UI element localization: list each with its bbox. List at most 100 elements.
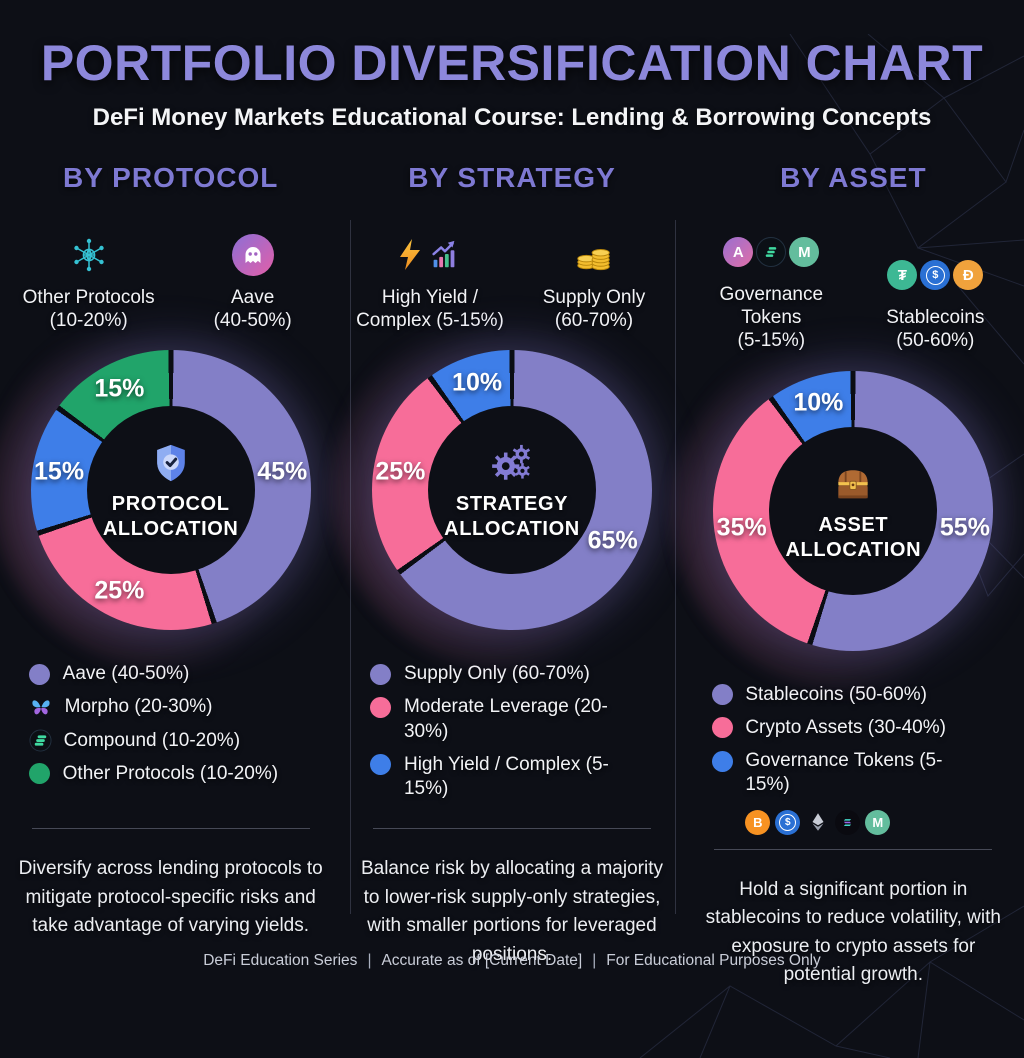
usdc-token-icon: $: [775, 809, 801, 835]
dai-token-icon: Đ: [953, 260, 984, 291]
donut-center-title: ASSET: [818, 513, 889, 536]
protocol-donut-zone: PROTOCOL ALLOCATION 45% 25% 15% 15%: [0, 310, 351, 670]
page-subtitle: DeFi Money Markets Educational Course: L…: [92, 104, 932, 131]
slice-percent-label: 15%: [94, 374, 145, 403]
section-divider: [714, 848, 993, 850]
callout-supply-only: Supply Only (60-70%): [514, 231, 674, 332]
legend-dot: [370, 663, 392, 685]
callout-aave: Aave (40-50%): [173, 231, 333, 332]
slice-percent-label: 25%: [94, 576, 145, 605]
footer-series: DeFi Education Series: [203, 951, 358, 969]
legend-dot: [29, 663, 51, 685]
callout-label: Aave (40-50%): [213, 286, 292, 331]
legend-dot: [711, 717, 733, 739]
callout-label: Other Protocols (10-20%): [22, 286, 155, 331]
footer-purpose: For Educational Purposes Only: [606, 951, 821, 969]
donut-center-title: ALLOCATION: [785, 538, 922, 561]
slice-percent-label: 25%: [375, 457, 426, 486]
governance-token-icons: A M: [723, 228, 820, 276]
callout-row: Other Protocols (10-20%): [9, 228, 333, 332]
shield-check-icon: [156, 444, 185, 482]
asset-legend: Stablecoins (50-60%) Crypto Assets (30-4…: [711, 683, 995, 835]
stablecoin-icons: ₮ $ Đ: [887, 251, 984, 299]
donut-center-title: STRATEGY: [455, 493, 569, 515]
column-heading: BY STRATEGY: [408, 162, 616, 193]
maker-token-icon: M: [789, 237, 820, 267]
legend-item: Supply Only (60-70%): [370, 662, 654, 686]
donut-center-title: ALLOCATION: [444, 518, 580, 540]
strategy-donut-zone: STRATEGY ALLOCATION 65% 25% 10%: [331, 310, 692, 670]
column-heading: BY ASSET: [780, 162, 927, 193]
strategy-description: Balance risk by allocating a majority to…: [360, 858, 663, 965]
slice-percent-label: 10%: [793, 388, 844, 417]
slice-percent-label: 65%: [587, 526, 638, 555]
lightning-and-chart-icon: [397, 231, 462, 279]
asset-donut-center: ASSET ALLOCATION: [769, 426, 938, 595]
coin-stack-icon: [577, 248, 610, 270]
morpho-butterfly-icon: [32, 700, 50, 715]
legend-dot: [29, 763, 51, 785]
callout-label: Stablecoins (50-60%): [886, 307, 985, 352]
legend-item: Governance Tokens (5-15%): [711, 749, 995, 798]
legend-dot: [711, 684, 733, 706]
donut-center-title: PROTOCOL: [111, 493, 230, 515]
legend-item: High Yield / Complex (5-15%): [370, 753, 654, 802]
callout-label: Supply Only (60-70%): [542, 286, 646, 331]
footer-date: Accurate as of [Current Date]: [381, 951, 583, 969]
column-divider-2: [675, 220, 676, 914]
lightning-icon: [400, 238, 421, 270]
callout-other-protocols: Other Protocols (10-20%): [9, 231, 169, 332]
protocol-description: Diversify across lending protocols to mi…: [18, 858, 323, 936]
tether-token-icon: ₮: [887, 260, 918, 291]
footer: DeFi Education Series | Accurate as of [Cu…: [203, 951, 821, 969]
callout-label: High Yield / Complex (5-15%): [356, 286, 504, 331]
bitcoin-token-icon: B: [745, 809, 771, 835]
legend-dot: [370, 696, 392, 718]
compound-icon: [29, 729, 52, 752]
column-heading: BY PROTOCOL: [63, 162, 279, 193]
legend-item: Compound (10-20%): [29, 729, 313, 753]
section-divider: [31, 828, 310, 829]
column-by-protocol: BY PROTOCOL: [0, 162, 351, 990]
donut-center-title: ALLOCATION: [102, 518, 239, 540]
asset-donut-zone: ASSET ALLOCATION 55% 35% 10%: [673, 330, 1024, 691]
column-by-asset: BY ASSET A M: [673, 162, 1024, 990]
callout-governance-tokens: A M Governance Tokens (5-15%): [691, 228, 851, 353]
callout-label: Governance Tokens (5-15%): [719, 284, 824, 352]
column-divider-1: [350, 220, 351, 914]
columns-container: BY PROTOCOL: [0, 162, 1024, 990]
asset-description: Hold a significant portion in stablecoin…: [705, 878, 1001, 986]
solana-token-icon: [835, 809, 861, 835]
section-divider: [372, 828, 651, 829]
page-title: PORTFOLIO DIVERSIFICATION CHART: [40, 35, 984, 91]
chart-up-icon: [432, 240, 455, 267]
slice-percent-label: 45%: [257, 457, 308, 486]
network-icon: [73, 238, 104, 271]
callout-row: High Yield / Complex (5-15%): [350, 228, 674, 332]
legend-item: Aave (40-50%): [29, 662, 313, 686]
legend-item: Stablecoins (50-60%): [711, 683, 995, 707]
strategy-donut-center: STRATEGY ALLOCATION: [427, 406, 596, 574]
treasure-chest-icon: [838, 469, 868, 498]
slice-percent-label: 15%: [34, 457, 85, 486]
column-by-strategy: BY STRATEGY: [331, 162, 692, 990]
compound-token-icon: [756, 237, 787, 267]
aave-ghost-icon: [231, 233, 274, 276]
strategy-legend: Supply Only (60-70%) Moderate Leverage (…: [370, 662, 654, 814]
aave-token-icon: A: [723, 237, 754, 267]
legend-item: Moderate Leverage (20-30%): [370, 695, 654, 744]
protocol-donut-center: PROTOCOL ALLOCATION: [86, 406, 255, 574]
callout-row: A M Governance Tokens (5-15%): [691, 228, 1015, 353]
legend-item: Other Protocols (10-20%): [29, 762, 313, 786]
ethereum-token-icon: [805, 810, 830, 835]
legend-item: Morpho (20-30%): [29, 695, 313, 719]
callout-high-yield: High Yield / Complex (5-15%): [350, 231, 510, 332]
slice-percent-label: 55%: [939, 513, 990, 542]
maker-token-icon: M: [865, 809, 891, 835]
usdc-token-icon: $: [920, 260, 951, 291]
crypto-token-row: B $ M: [745, 809, 995, 835]
legend-item: Crypto Assets (30-40%): [711, 716, 995, 740]
slice-percent-label: 35%: [716, 513, 767, 542]
protocol-legend: Aave (40-50%) Morpho (20-30%): [29, 662, 313, 814]
gears-icon: [492, 444, 531, 480]
